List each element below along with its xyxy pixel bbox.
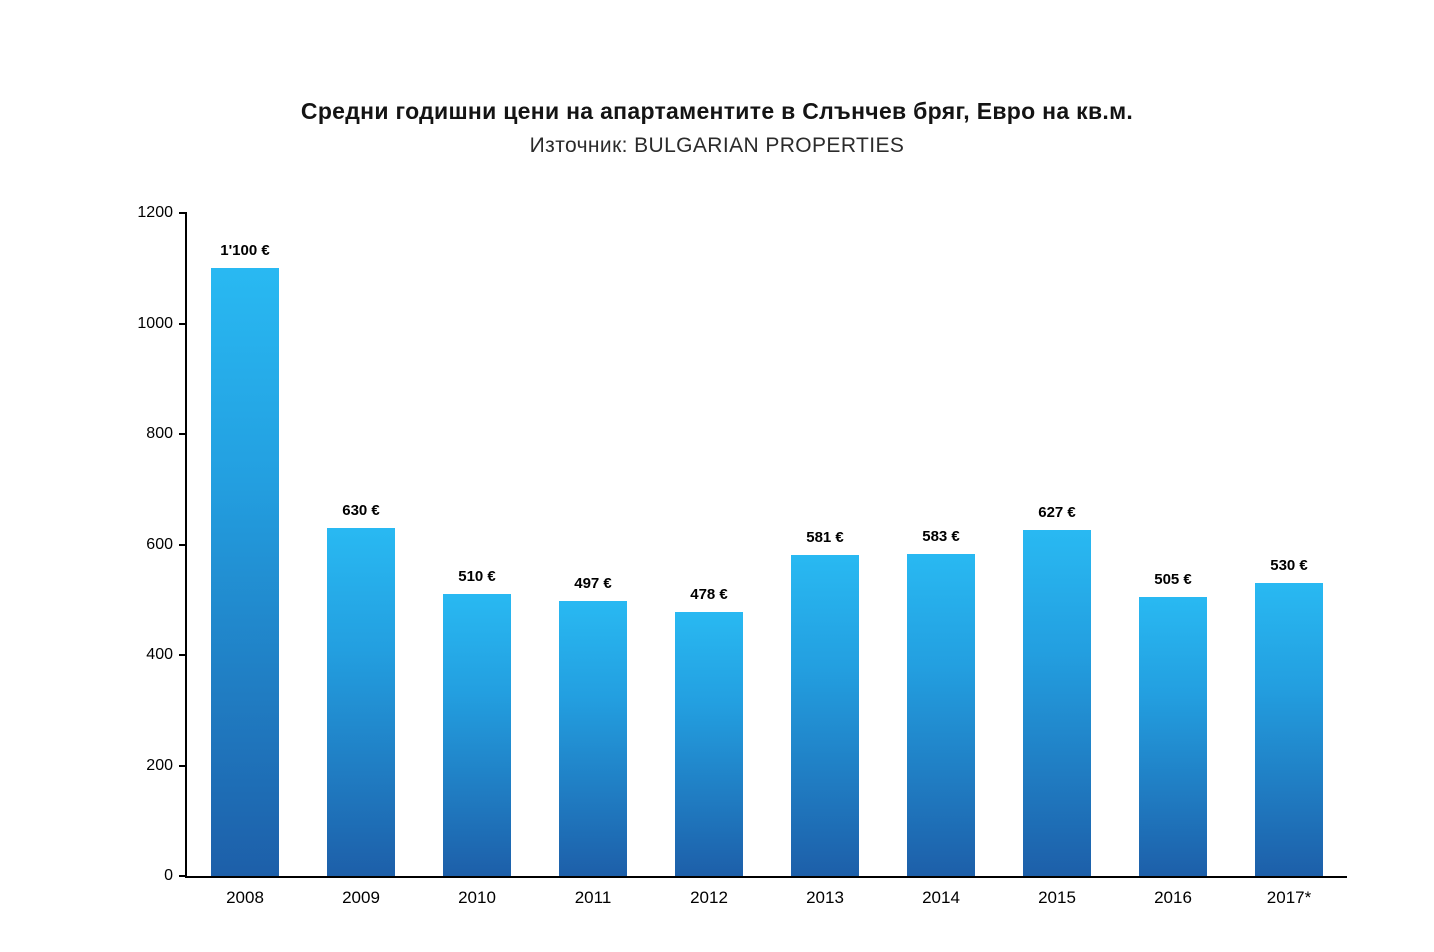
y-axis-tick-label: 1000 xyxy=(137,314,173,332)
bar-column: 510 € 2010 xyxy=(419,213,535,907)
bar-2008: 1'100 € xyxy=(211,242,279,876)
y-axis-tick-label: 1200 xyxy=(137,204,173,221)
y-axis-tick-label: 200 xyxy=(146,756,173,774)
bar-column: 630 € 2009 xyxy=(303,213,419,907)
bar-column: 581 € 2013 xyxy=(767,213,883,907)
x-axis-label: 2014 xyxy=(922,888,960,907)
bar-value-label: 510 € xyxy=(458,568,496,586)
bars-container: 1'100 € 2008 630 € 2009 510 € 2010 497 € 2011 47… xyxy=(187,213,1347,907)
x-axis-label: 2012 xyxy=(690,888,728,907)
bar-value-label: 530 € xyxy=(1270,557,1308,575)
y-axis-tick-label: 0 xyxy=(164,867,173,884)
bar-2014: 583 € xyxy=(907,528,975,876)
bar-column: 497 € 2011 xyxy=(535,213,651,907)
chart-title: Средни годишни цени на апартаментите в С… xyxy=(300,98,1134,124)
x-axis-label: 2011 xyxy=(574,888,612,907)
bar-2013: 581 € xyxy=(791,529,859,876)
x-axis-label: 2016 xyxy=(1154,888,1192,907)
bar-value-label: 505 € xyxy=(1154,571,1192,588)
y-axis-tick-mark xyxy=(179,322,187,325)
plot-area: 1'100 € 2008 630 € 2009 510 € 2010 497 € 2011 47… xyxy=(137,204,1347,907)
y-axis-tick-label: 400 xyxy=(146,646,173,663)
bar-2017: 530 € xyxy=(1255,557,1323,876)
bar-column: 627 € 2015 xyxy=(999,213,1115,907)
bar-column: 478 € 2012 xyxy=(651,213,767,907)
bar-value-label: 583 € xyxy=(922,527,960,545)
y-axis-tick-label: 800 xyxy=(146,425,173,442)
x-axis-label: 2008 xyxy=(226,888,264,907)
x-axis-label: 2015 xyxy=(1038,888,1076,907)
bar-2010: 510 € xyxy=(443,568,511,876)
bar-column: 530 € 2017* xyxy=(1231,213,1347,907)
x-axis-label: 2013 xyxy=(806,888,844,907)
bar-column: 505 € 2016 xyxy=(1115,213,1231,907)
bar-value-label: 1'100 € xyxy=(220,242,270,260)
y-axis-tick-mark xyxy=(179,654,187,656)
bar-value-label: 630 € xyxy=(342,501,380,519)
y-axis-tick-mark xyxy=(179,212,187,214)
x-axis-label: 2009 xyxy=(342,888,380,907)
chart-subtitle: Източник: BULGARIAN PROPERTIES xyxy=(529,134,905,157)
bar-column: 583 € 2014 xyxy=(883,213,999,907)
bar-column: 1'100 € 2008 xyxy=(187,213,303,907)
bar-value-label: 627 € xyxy=(1038,503,1076,521)
bar-2015: 627 € xyxy=(1023,504,1091,876)
bar-2012: 478 € xyxy=(675,586,743,876)
bar-2011: 497 € xyxy=(559,575,627,876)
y-axis-tick-mark xyxy=(179,764,187,767)
bar-value-label: 478 € xyxy=(690,585,728,603)
x-axis-label: 2017* xyxy=(1266,888,1312,907)
bar-2016: 505 € xyxy=(1139,571,1207,876)
y-axis-tick-mark xyxy=(179,875,187,877)
bar-2009: 630 € xyxy=(327,502,395,876)
y-axis-tick-mark xyxy=(179,543,187,546)
bar-value-label: 581 € xyxy=(806,529,844,546)
y-axis-tick-mark xyxy=(179,433,187,435)
bar-value-label: 497 € xyxy=(574,575,612,593)
y-axis-tick-label: 600 xyxy=(146,535,173,553)
chart-header: Средни годишни цени на апартаментите в С… xyxy=(0,98,1434,158)
x-axis-label: 2010 xyxy=(458,888,496,907)
